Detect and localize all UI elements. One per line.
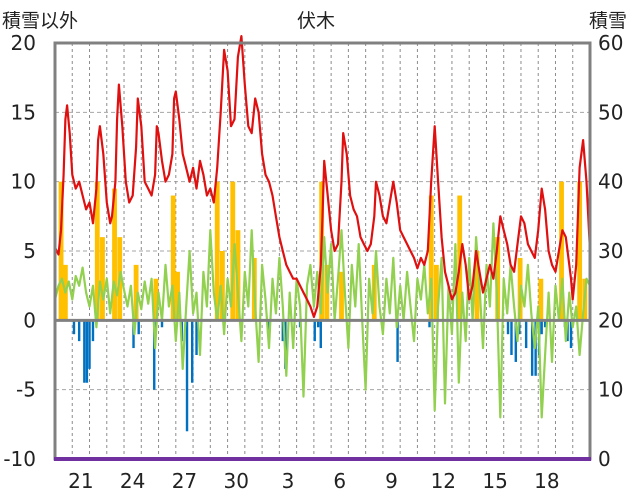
x-tick-label: 21 [68, 469, 93, 493]
negative-bar [510, 320, 513, 355]
negative-bar [530, 320, 534, 376]
temperature-line [53, 222, 591, 419]
right-axis-tick-labels: 0 10 20 30 40 50 60 [598, 31, 623, 471]
plot-frame [53, 41, 592, 461]
snowfall-bar [235, 230, 241, 321]
right-axis-label: 積雪 [589, 10, 627, 32]
snowfall-bar [175, 271, 180, 321]
negative-bar [540, 320, 543, 335]
snowfall-bar [577, 181, 583, 321]
x-tick-label: 27 [172, 469, 197, 493]
negative-bar [72, 320, 76, 335]
x-tick-label: 24 [120, 469, 145, 493]
x-tick-label: 3 [282, 469, 295, 493]
snowfall-bar [58, 181, 64, 321]
right-tick-label: 60 [598, 31, 623, 55]
snowfall-bar [559, 181, 564, 321]
negative-bar [396, 320, 399, 362]
snowfall-bar [214, 181, 220, 321]
negative-bar [313, 320, 316, 342]
right-tick-label: 30 [598, 239, 623, 263]
chart-title: 伏木 [297, 10, 335, 32]
snowfall-bar [433, 264, 439, 321]
x-tick-label: 30 [223, 469, 248, 493]
negative-bar [153, 320, 156, 390]
snowfall-bar [474, 251, 480, 321]
snowfall-bar [428, 195, 434, 321]
negative-bar [281, 320, 285, 342]
left-tick-label: -10 [3, 447, 36, 471]
negative-bar [543, 320, 547, 328]
left-tick-label: 20 [11, 31, 36, 55]
x-tick-label: 18 [534, 469, 559, 493]
snow-depth-line [54, 34, 592, 318]
right-tick-label: 50 [598, 100, 623, 124]
snowfall-bar [170, 195, 176, 321]
negative-bar [195, 320, 198, 355]
negative-bar [77, 320, 81, 342]
negative-bar [524, 320, 528, 349]
negative-bar [85, 320, 89, 383]
negative-bar [137, 320, 140, 335]
negative-bar [316, 320, 320, 328]
snowfall-bar [339, 271, 344, 321]
left-tick-label: 15 [11, 100, 36, 124]
snowfall-bar [153, 278, 159, 321]
left-tick-label: -5 [16, 378, 36, 402]
snowfall-bar [230, 181, 236, 321]
snowfall-bar [538, 278, 544, 321]
x-axis-tick-labels: 21 24 27 30 3 6 9 12 15 18 [68, 469, 559, 493]
snowfall-bar [219, 251, 225, 321]
left-tick-label: 5 [23, 239, 36, 263]
left-axis-label: 積雪以外 [2, 10, 78, 32]
left-tick-label: 10 [11, 170, 36, 194]
right-tick-label: 0 [598, 447, 611, 471]
negative-bar [91, 320, 95, 342]
left-axis-tick-labels: -10 -5 0 5 10 15 20 [3, 31, 36, 471]
x-tick-label: 12 [431, 469, 456, 493]
right-tick-label: 40 [598, 170, 623, 194]
x-tick-label: 9 [385, 469, 398, 493]
negative-bar [88, 320, 91, 369]
negative-bar [514, 320, 517, 362]
negative-bar [569, 320, 573, 349]
snowfall-bar [133, 264, 139, 321]
snow-depth-series [54, 34, 592, 318]
snowfall-bar [100, 237, 105, 321]
temperature-series [53, 222, 591, 419]
x-tick-label: 15 [482, 469, 507, 493]
negative-bar [160, 320, 164, 328]
snowfall-bar [495, 237, 501, 321]
negative-bar [506, 320, 510, 335]
snowfall-bar [94, 181, 100, 321]
negative-bar [83, 320, 86, 383]
negative-bar [319, 320, 322, 349]
x-tick-label: 6 [333, 469, 346, 493]
snowfall-bar [112, 188, 117, 321]
right-tick-label: 20 [598, 308, 623, 332]
negative-bar [185, 320, 189, 432]
negative-bar [428, 320, 431, 328]
left-tick-label: 0 [23, 308, 36, 332]
right-tick-label: 10 [598, 378, 623, 402]
negative-bar [190, 320, 194, 383]
